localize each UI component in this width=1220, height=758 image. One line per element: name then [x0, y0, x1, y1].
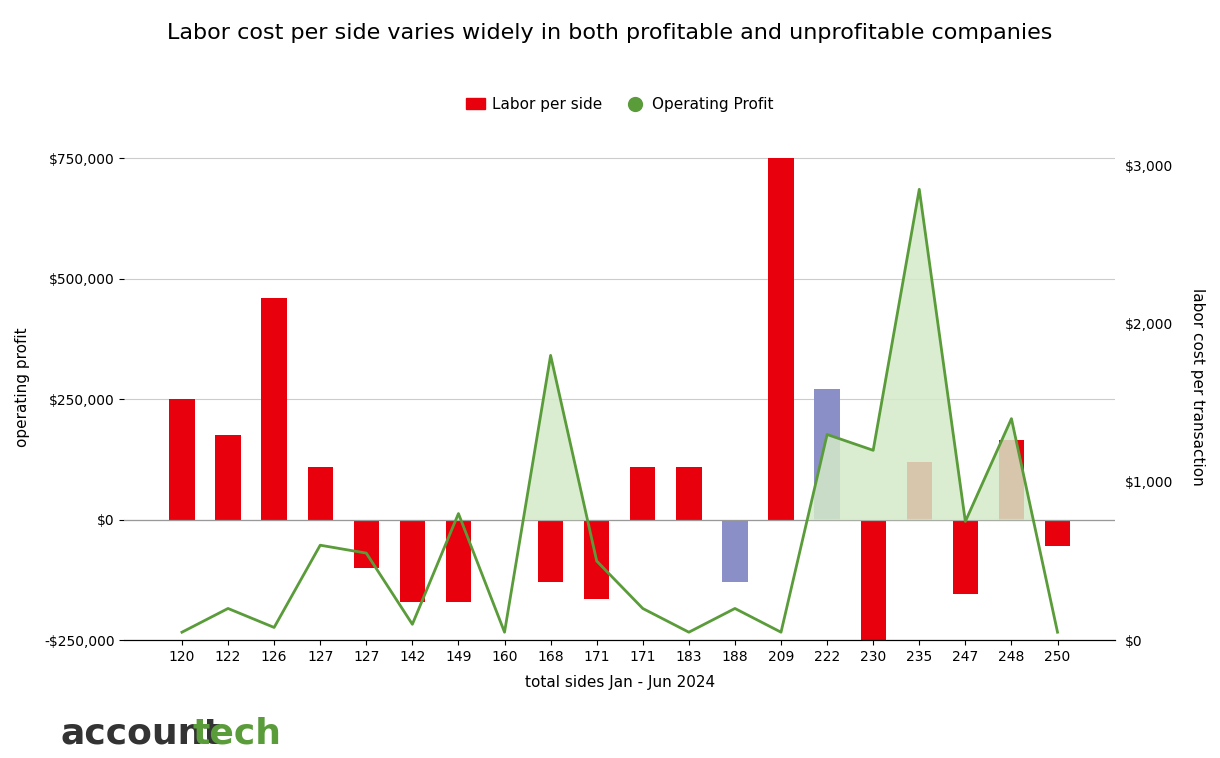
Legend: Labor per side, Operating Profit: Labor per side, Operating Profit — [460, 91, 780, 118]
Bar — [400, 519, 425, 602]
Bar — [445, 519, 471, 602]
Y-axis label: operating profit: operating profit — [15, 327, 30, 446]
Bar — [722, 519, 748, 582]
Text: tech: tech — [193, 716, 282, 750]
Bar — [630, 467, 655, 519]
Bar — [769, 158, 794, 519]
Bar — [307, 467, 333, 519]
Bar — [538, 519, 564, 582]
Bar — [999, 440, 1024, 519]
Bar — [584, 519, 609, 599]
Bar — [1044, 519, 1070, 546]
Text: account: account — [61, 716, 222, 750]
Bar — [860, 519, 886, 669]
X-axis label: total sides Jan - Jun 2024: total sides Jan - Jun 2024 — [525, 675, 715, 690]
Bar — [815, 390, 839, 519]
Bar — [953, 519, 978, 594]
Bar — [216, 435, 240, 519]
Bar — [354, 519, 379, 568]
Bar — [170, 399, 195, 519]
Bar — [261, 298, 287, 519]
Text: Labor cost per side varies widely in both profitable and unprofitable companies: Labor cost per side varies widely in bot… — [167, 23, 1053, 42]
Bar — [906, 462, 932, 519]
Bar — [676, 467, 702, 519]
Y-axis label: labor cost per transaction: labor cost per transaction — [1190, 288, 1205, 486]
